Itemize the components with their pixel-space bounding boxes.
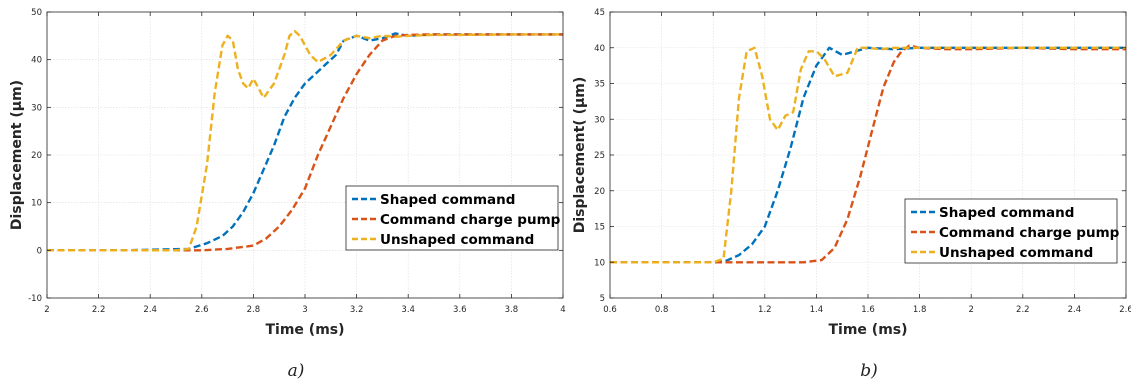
x-tick-label: 0.6	[603, 305, 617, 315]
series-line-shaped-command	[610, 46, 1126, 264]
y-tick-label: 50	[31, 8, 42, 18]
legend-label: Command charge pump	[939, 225, 1120, 241]
y-tick-label: 45	[594, 8, 605, 18]
series-line-command-charge-pump	[47, 33, 563, 252]
y-axis-label: Displacement (µm)	[9, 80, 25, 230]
x-tick-label: 1.2	[758, 305, 772, 315]
figure-caption: a)	[288, 361, 305, 381]
y-tick-label: 10	[31, 199, 42, 209]
y-tick-label: 30	[31, 103, 42, 113]
y-tick-label: 35	[594, 80, 605, 90]
y-tick-label: 40	[31, 56, 42, 66]
y-tick-label: 5	[600, 294, 605, 304]
x-axis-label: Time (ms)	[265, 322, 344, 338]
chart-b: 0.6 0.8 1 1.2 1.4 1.6 1.8 2 2.2 2.4 2.6 5 10 15 20 25 30…	[572, 8, 1131, 381]
y-tick-label: 30	[594, 115, 605, 125]
x-tick-label: 1	[710, 305, 715, 315]
chart-a: 2 2.2 2.4 2.6 2.8 3 3.2 3.4 3.6 3.8 4 -10 0 10 20 30 40 5…	[9, 8, 566, 381]
x-tick-label: 1.6	[861, 305, 875, 315]
y-tick-label: 15	[594, 223, 605, 233]
series-line-unshaped-command	[47, 29, 563, 252]
y-tick-label: -10	[28, 294, 42, 304]
legend-box	[345, 185, 559, 251]
x-tick-label: 3.8	[505, 305, 519, 315]
legend-label: Shaped command	[939, 205, 1074, 221]
y-tick-label: 10	[594, 258, 605, 268]
x-tick-label: 2.6	[195, 305, 209, 315]
legend-label: Shaped command	[380, 192, 515, 208]
y-tick-label: 40	[594, 44, 605, 54]
y-axis-label: Displacement( (µm)	[572, 77, 588, 234]
legend-label: Command charge pump	[380, 212, 561, 228]
x-tick-label: 2.2	[92, 305, 106, 315]
x-tick-label: 3.6	[453, 305, 467, 315]
x-tick-label: 3.2	[350, 305, 364, 315]
x-tick-label: 0.8	[655, 305, 669, 315]
x-tick-label: 3.4	[401, 305, 415, 315]
legend-label: Unshaped command	[380, 232, 534, 248]
figure-caption: b)	[860, 361, 878, 381]
x-tick-label: 2.8	[247, 305, 261, 315]
x-tick-label: 3	[302, 305, 307, 315]
legend-label: Unshaped command	[939, 245, 1093, 261]
x-tick-label: 4	[560, 305, 565, 315]
x-tick-label: 1.4	[810, 305, 824, 315]
series-line-unshaped-command	[610, 46, 1126, 264]
y-tick-label: 0	[37, 246, 42, 256]
x-tick-label: 2	[968, 305, 973, 315]
y-tick-label: 20	[31, 151, 42, 161]
x-tick-label: 2.4	[143, 305, 157, 315]
y-tick-label: 25	[594, 151, 605, 161]
x-tick-label: 2.6	[1119, 305, 1131, 315]
y-tick-label: 20	[594, 187, 605, 197]
legend-box	[904, 198, 1118, 264]
x-tick-label: 2.4	[1068, 305, 1082, 315]
x-tick-label: 2	[44, 305, 49, 315]
x-axis-label: Time (ms)	[828, 322, 907, 338]
x-tick-label: 1.8	[913, 305, 927, 315]
x-tick-label: 2.2	[1016, 305, 1030, 315]
